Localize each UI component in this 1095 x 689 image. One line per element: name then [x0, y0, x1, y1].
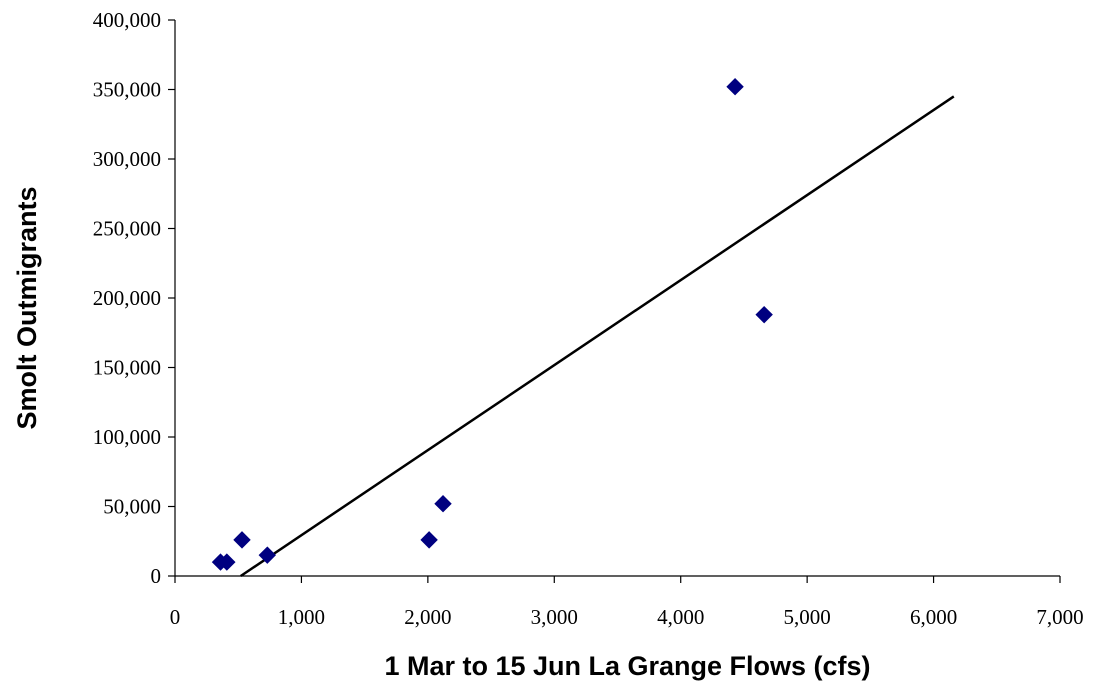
axes [174, 20, 1060, 577]
trendline [240, 95, 955, 578]
data-points [211, 78, 773, 571]
y-tick-label: 0 [151, 564, 162, 588]
y-tick-label: 200,000 [93, 286, 161, 310]
data-point [420, 531, 438, 549]
data-point [233, 531, 251, 549]
y-ticks: 0 50,000 100,000 150,000 200,000 250,000 300,0… [93, 8, 175, 588]
x-tick-label: 7,000 [1036, 605, 1083, 629]
x-tick-label: 6,000 [910, 605, 957, 629]
y-tick-label: 50,000 [103, 495, 161, 519]
y-tick-label: 250,000 [93, 217, 161, 241]
y-tick-label: 100,000 [93, 425, 161, 449]
y-tick-label: 300,000 [93, 147, 161, 171]
x-axis-title: 1 Mar to 15 Jun La Grange Flows (cfs) [384, 651, 870, 681]
x-tick-label: 5,000 [784, 605, 831, 629]
data-point [726, 78, 744, 96]
x-tick-label: 0 [170, 605, 181, 629]
trendline-group [240, 95, 955, 578]
y-tick-label: 150,000 [93, 356, 161, 380]
x-tick-label: 4,000 [657, 605, 704, 629]
y-tick-label: 350,000 [93, 78, 161, 102]
y-axis-title: Smolt Outmigrants [12, 186, 42, 429]
data-point [258, 546, 276, 564]
data-point [755, 305, 773, 324]
data-point [434, 495, 452, 513]
data-point [218, 553, 236, 571]
x-tick-label: 2,000 [404, 605, 451, 629]
y-tick-label: 400,000 [93, 8, 161, 32]
x-tick-label: 3,000 [531, 605, 578, 629]
x-tick-label: 1,000 [278, 605, 325, 629]
x-ticks: 0 1,000 2,000 3,000 4,000 5,000 6,000 7,000 [170, 576, 1084, 629]
